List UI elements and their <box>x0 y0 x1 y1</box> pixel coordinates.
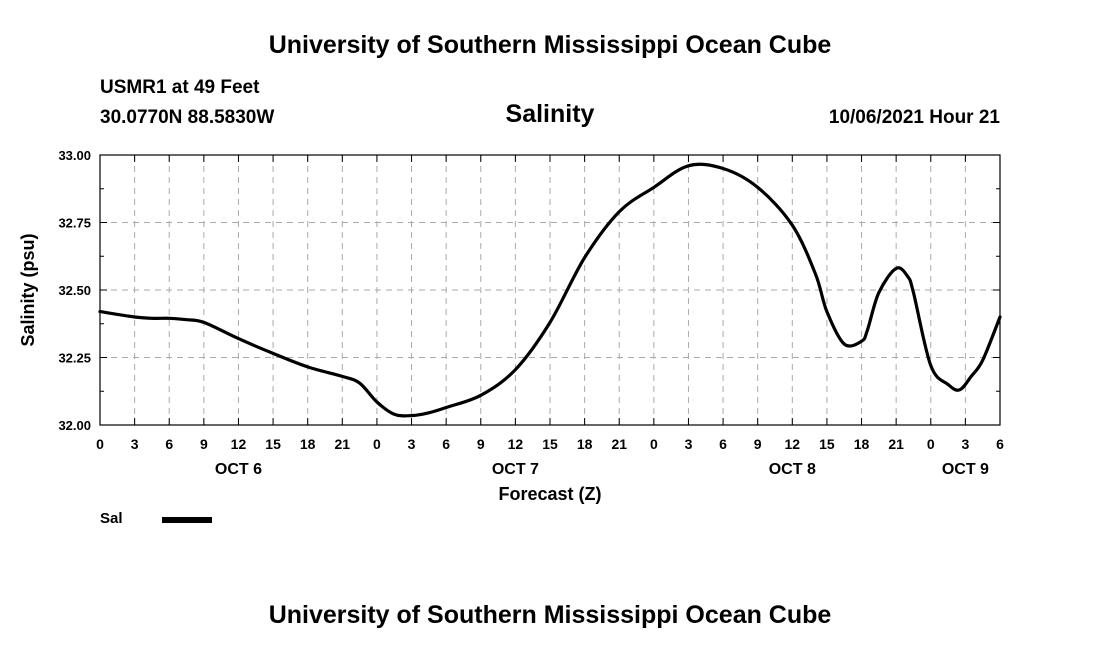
x-tick-label: 12 <box>785 436 801 452</box>
series-line-sal <box>98 162 1002 418</box>
x-tick-label: 21 <box>611 436 627 452</box>
x-tick-label: 3 <box>408 436 416 452</box>
y-tick-label: 32.25 <box>58 351 91 366</box>
x-tick-label: 21 <box>335 436 351 452</box>
x-tick-label: 6 <box>996 436 1004 452</box>
x-axis-title: Forecast (Z) <box>498 484 601 504</box>
bottom-title: University of Southern Mississippi Ocean… <box>268 601 832 629</box>
x-tick-label: 15 <box>542 436 558 452</box>
x-tick-label: 0 <box>373 436 381 452</box>
x-tick-label: 15 <box>265 436 281 452</box>
x-tick-label: 9 <box>200 436 208 452</box>
x-tick-label: 6 <box>442 436 450 452</box>
station-coordinates: 30.0770N 88.5830W <box>100 107 275 128</box>
x-tick-label: 0 <box>650 436 658 452</box>
y-tick-label: 32.75 <box>58 216 91 231</box>
x-tick-label: 18 <box>577 436 593 452</box>
x-tick-label: 9 <box>477 436 485 452</box>
x-tick-label: 9 <box>754 436 762 452</box>
date-label: OCT 7 <box>492 461 539 478</box>
x-tick-label: 6 <box>165 436 173 452</box>
x-tick-label: 21 <box>888 436 904 452</box>
x-tick-label: 18 <box>854 436 870 452</box>
date-label: OCT 8 <box>769 461 816 478</box>
y-axis-title: Salinity (psu) <box>18 233 38 346</box>
x-tick-label: 18 <box>300 436 316 452</box>
x-tick-label: 3 <box>685 436 693 452</box>
station-name: USMR1 at 49 Feet <box>100 77 260 98</box>
x-tick-label: 12 <box>231 436 247 452</box>
legend-label-sal: Sal <box>100 510 123 527</box>
x-tick-label: 15 <box>819 436 835 452</box>
x-tick-label: 3 <box>961 436 969 452</box>
x-tick-label: 12 <box>508 436 524 452</box>
grid <box>100 155 1000 425</box>
axis-labels: 0 3 6 9 12 15 18 21 0 3 6 9 12 15 18 21 0 3 6 9 12 15 18 21 0 3 6 3… <box>58 148 1004 478</box>
y-tick-label: 33.00 <box>58 148 91 163</box>
y-tick-label: 32.50 <box>58 283 91 298</box>
x-tick-label: 0 <box>96 436 104 452</box>
chart-title: Salinity <box>505 100 595 128</box>
forecast-datetime: 10/06/2021 Hour 21 <box>828 107 1000 128</box>
plot-frame <box>99 154 1001 426</box>
x-tick-label: 3 <box>131 436 139 452</box>
x-tick-label: 0 <box>927 436 935 452</box>
top-title: University of Southern Mississippi Ocean… <box>268 31 832 59</box>
date-label: OCT 6 <box>215 461 262 478</box>
date-label: OCT 9 <box>942 461 989 478</box>
x-tick-label: 6 <box>719 436 727 452</box>
y-tick-label: 32.00 <box>58 418 91 433</box>
